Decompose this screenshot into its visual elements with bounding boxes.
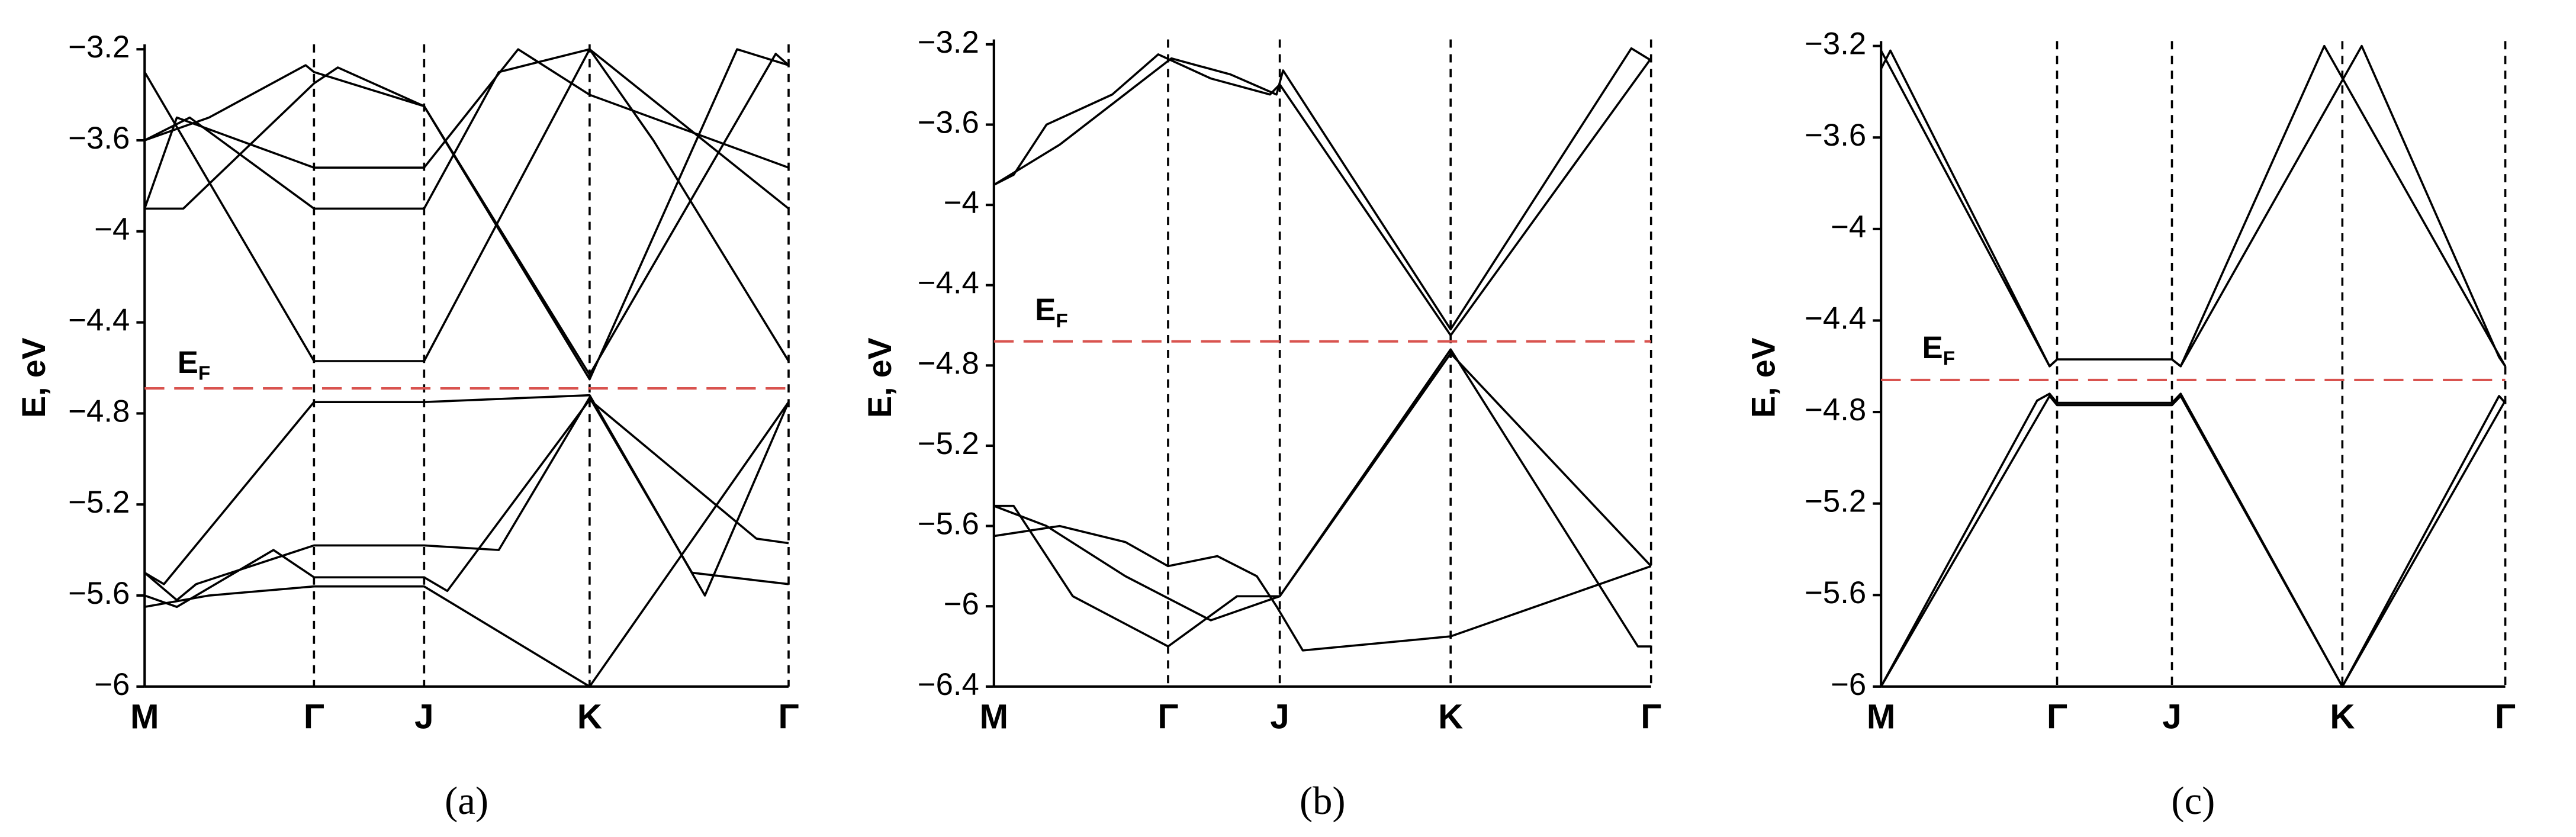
x-tick-label: J xyxy=(2162,698,2181,736)
band-line xyxy=(993,524,1652,652)
y-tick-label: −3.6 xyxy=(68,121,130,156)
y-tick-label: −3.6 xyxy=(918,105,979,140)
fermi-label: EF xyxy=(178,345,211,385)
band-line xyxy=(1880,392,2506,688)
x-tick-label: J xyxy=(414,698,433,736)
fermi-label: EF xyxy=(1035,292,1068,332)
band-line xyxy=(143,48,790,362)
y-tick-label: −4.4 xyxy=(918,266,979,301)
fermi-label-sub: F xyxy=(1943,347,1955,369)
x-tick-label: Γ xyxy=(2047,698,2067,736)
panel: −3.2−3.6−4−4.4−4.8−5.2−5.6−6−6.4M Γ J K ΓEFE… xyxy=(861,25,1661,823)
fermi-label-sub: F xyxy=(1056,310,1067,332)
fermi-label-main: E xyxy=(1035,292,1056,327)
band-line xyxy=(143,48,789,209)
y-tick-label: −4.8 xyxy=(918,346,979,381)
x-tick-label: K xyxy=(577,698,602,736)
x-tick-label: M xyxy=(980,698,1009,736)
y-tick-label: −3.2 xyxy=(68,30,130,65)
band-line xyxy=(993,348,1651,648)
y-tick-label: −4.8 xyxy=(1805,392,1866,427)
band-line xyxy=(1880,395,2507,688)
y-tick-label: −5.2 xyxy=(1805,484,1866,519)
band-line xyxy=(993,53,1652,337)
y-tick-label: −5.2 xyxy=(68,485,130,520)
band-line xyxy=(993,47,1652,331)
band-line xyxy=(144,398,789,609)
band-line xyxy=(1880,44,2507,368)
band-line xyxy=(144,394,790,597)
panel: −3.2 −3.6 −4 −4.4 −4.8 −5.2 −5.6 −6M Γ J K Γ EF E, eV… xyxy=(15,30,799,823)
panel-label: (a) xyxy=(445,780,488,823)
y-tick-label: −5.6 xyxy=(68,576,130,611)
x-tick-label: K xyxy=(1438,698,1463,736)
band-line xyxy=(993,352,1652,622)
y-tick-label: −5.6 xyxy=(1805,575,1866,610)
y-tick-label: −5.2 xyxy=(918,426,979,461)
band-line xyxy=(144,396,789,601)
band-line xyxy=(1880,44,2507,368)
y-tick-label: −4 xyxy=(944,185,979,220)
fermi-label-sub: F xyxy=(198,362,210,384)
y-tick-label: −4 xyxy=(94,212,130,247)
y-tick-label: −6 xyxy=(94,667,130,702)
x-tick-label: Γ xyxy=(304,698,324,736)
x-tick-label: Γ xyxy=(2495,698,2516,736)
y-axis-label: E, eV xyxy=(1745,337,1782,418)
band-line xyxy=(144,48,790,210)
panel: −3.2 −3.6 −4 −4.4 −4.8 −5.2 −5.6 −6M Γ J K Γ EF E, eV… xyxy=(1745,27,2516,823)
y-tick-label: −6 xyxy=(1831,667,1866,702)
x-tick-label: M xyxy=(1867,698,1896,736)
y-tick-label: −4.4 xyxy=(68,303,130,338)
y-tick-label: −5.6 xyxy=(918,507,979,542)
band-line xyxy=(144,48,789,381)
y-axis-label: E, eV xyxy=(15,337,52,418)
y-tick-label: −4 xyxy=(1831,210,1866,244)
fermi-label: EF xyxy=(1922,330,1956,370)
x-tick-label: J xyxy=(1270,698,1289,736)
panel-label: (b) xyxy=(1300,780,1346,823)
x-tick-label: Γ xyxy=(1157,698,1178,736)
x-tick-label: Γ xyxy=(1641,698,1661,736)
fermi-label-main: E xyxy=(1922,330,1943,365)
x-tick-label: M xyxy=(130,698,159,736)
y-tick-label: −3.2 xyxy=(1805,27,1866,62)
fermi-label-main: E xyxy=(178,345,198,380)
y-tick-label: −6 xyxy=(944,587,979,622)
band-line xyxy=(144,401,790,688)
band-line xyxy=(144,53,790,376)
panel-label: (c) xyxy=(2171,780,2215,823)
y-axis-label: E, eV xyxy=(861,337,898,418)
y-tick-label: −6.4 xyxy=(918,667,979,702)
x-tick-label: K xyxy=(2330,698,2355,736)
y-tick-label: −4.4 xyxy=(1805,301,1866,336)
x-tick-label: Γ xyxy=(778,698,799,736)
y-tick-label: −4.8 xyxy=(68,394,130,429)
y-tick-label: −3.2 xyxy=(918,25,979,60)
y-tick-label: −3.6 xyxy=(1805,118,1866,153)
